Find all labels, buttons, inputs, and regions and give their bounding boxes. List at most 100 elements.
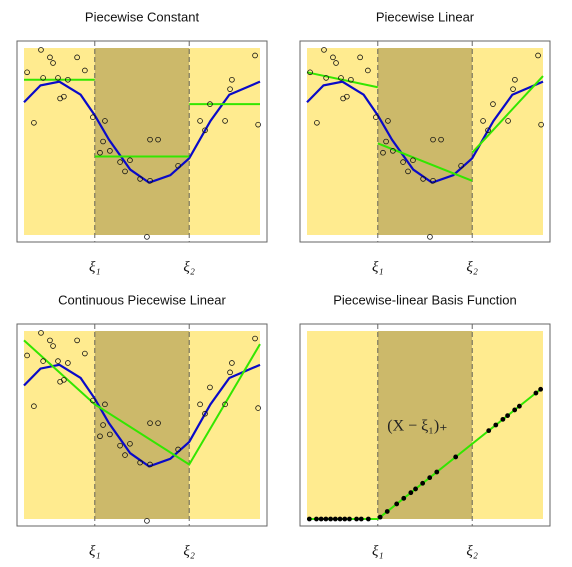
data-point (197, 401, 203, 408)
data-point (102, 401, 108, 408)
data-point (31, 120, 37, 126)
data-point (175, 446, 181, 453)
data-point (427, 475, 433, 481)
x-tick-label: ξ₂ (466, 259, 478, 275)
data-point (354, 516, 359, 522)
chart-title: Piecewise Constant (85, 9, 200, 24)
data-point (410, 157, 416, 164)
data-point (102, 118, 108, 124)
data-point (307, 69, 313, 76)
data-point (90, 114, 96, 120)
data-point (50, 343, 56, 349)
data-point (420, 176, 426, 182)
data-point (453, 454, 459, 460)
frame (16, 323, 268, 527)
data-point (427, 234, 433, 240)
data-point (50, 60, 56, 66)
data-point (535, 52, 541, 59)
data-point (405, 168, 411, 175)
x-tick-label: ξ₂ (183, 259, 195, 275)
data-point (252, 52, 258, 59)
data-point (55, 75, 61, 81)
fit-line (23, 339, 261, 466)
data-point (117, 442, 123, 449)
data-point (493, 422, 499, 428)
data-point (318, 516, 324, 522)
chart-title: Piecewise Linear (376, 9, 475, 24)
data-point (321, 47, 327, 53)
data-point (202, 127, 208, 134)
region (24, 331, 95, 519)
data-point (333, 60, 339, 66)
frame (299, 40, 551, 243)
data-point (328, 516, 334, 522)
data-point (332, 516, 338, 522)
data-point (155, 420, 161, 426)
data-point (385, 118, 391, 124)
data-point (61, 377, 67, 383)
data-point (82, 67, 88, 74)
data-point (31, 403, 37, 410)
data-point (348, 76, 354, 83)
data-point (365, 516, 371, 522)
data-point (480, 118, 486, 124)
data-point (24, 69, 30, 76)
data-point (55, 358, 61, 364)
data-point (314, 120, 320, 126)
data-point (342, 516, 348, 522)
data-point (408, 490, 414, 496)
data-point (323, 516, 329, 522)
data-point (347, 516, 352, 522)
data-point (538, 121, 544, 128)
data-point (486, 428, 492, 434)
data-point (144, 518, 150, 524)
data-point (517, 403, 522, 409)
true-curve (23, 363, 261, 468)
data-point (490, 101, 496, 107)
data-point (82, 350, 88, 357)
data-point (430, 136, 436, 143)
data-point (533, 390, 539, 396)
chart-title: Piecewise-linear Basis Function (333, 292, 517, 307)
chart-title: Continuous Piecewise Linear (58, 292, 226, 307)
data-point (97, 149, 103, 156)
true-curve (306, 80, 544, 184)
data-point (222, 401, 228, 408)
data-point (505, 413, 511, 419)
data-point (252, 335, 258, 342)
data-point (100, 422, 106, 428)
fit-line (377, 142, 473, 182)
x-tick-label: ξ₂ (183, 543, 195, 559)
data-point (229, 360, 235, 366)
data-point (100, 138, 106, 145)
data-point (438, 136, 444, 143)
data-point (137, 176, 143, 182)
data-point (202, 410, 208, 417)
data-point (434, 469, 440, 475)
data-point (512, 407, 518, 413)
true-curve (23, 80, 261, 184)
data-point (147, 420, 153, 426)
data-point (97, 433, 103, 440)
data-point (144, 234, 150, 240)
data-point (413, 486, 418, 492)
data-point (401, 495, 407, 501)
data-point (358, 516, 364, 522)
data-point (40, 75, 46, 81)
data-point (207, 384, 213, 391)
data-point (47, 54, 53, 61)
data-point (383, 138, 389, 145)
x-tick-label: ξ₁ (89, 543, 101, 559)
data-point (38, 330, 44, 336)
region (472, 48, 543, 235)
data-point (485, 127, 491, 134)
region (307, 331, 378, 519)
data-point (147, 461, 153, 468)
data-point (373, 114, 379, 120)
data-point (24, 352, 30, 359)
data-point (47, 337, 53, 344)
data-point (377, 514, 383, 520)
data-point (390, 148, 396, 154)
data-point (227, 369, 233, 376)
data-point (357, 54, 363, 61)
